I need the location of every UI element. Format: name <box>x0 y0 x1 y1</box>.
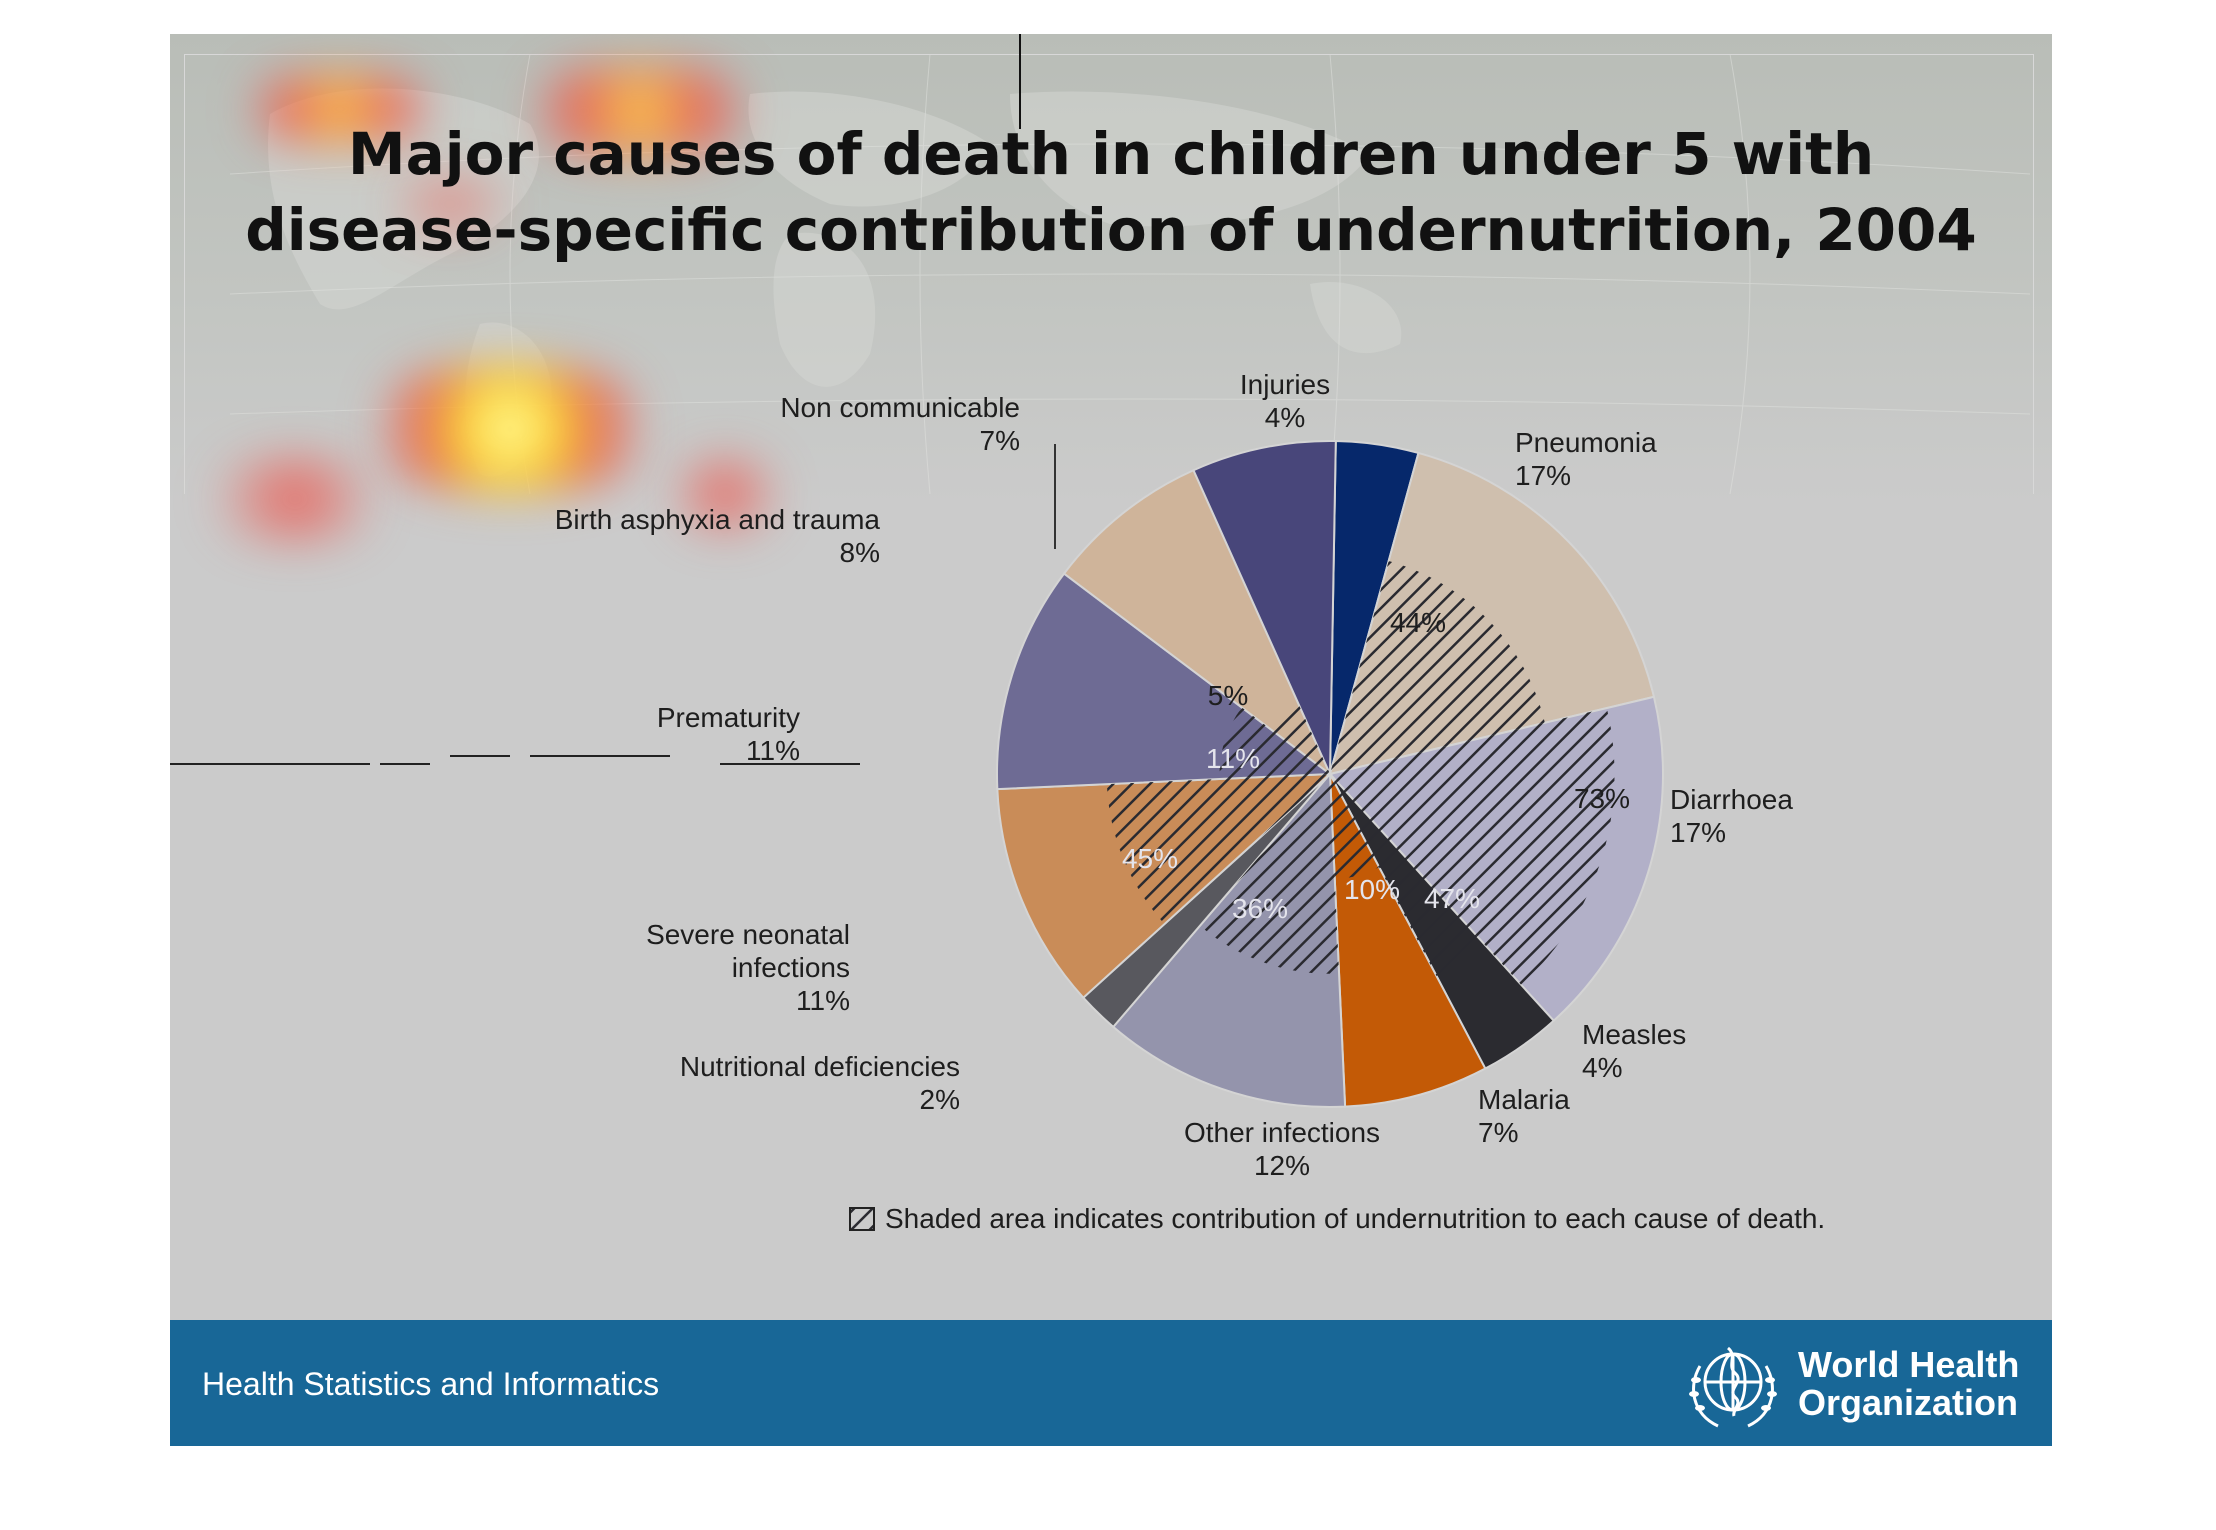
undernutrition-value-malaria: 10% <box>1344 874 1400 905</box>
slice-label-diarrhoea: Diarrhoea 17% <box>1670 784 1793 848</box>
title-line: Major causes of death in children under … <box>347 120 1875 188</box>
pie-labels: Injuries 4% Pneumonia 17% 44% Diarrhoea 17% 73%… <box>555 369 1794 1181</box>
slice-label-prematurity: Prematurity 11% <box>657 702 800 766</box>
legend-text: Shaded area indicates contribution of un… <box>885 1203 1825 1234</box>
heatmap-blob <box>350 364 670 494</box>
heatmap-blob <box>190 454 400 544</box>
footer-program-name: Health Statistics and Informatics <box>202 1366 660 1402</box>
undernutrition-value-other-infections: 36% <box>1232 893 1288 924</box>
slice-label-birth-asphyxia-and-trauma: Birth asphyxia and trauma 8% <box>555 504 881 568</box>
legend: Shaded area indicates contribution of un… <box>849 1203 1825 1234</box>
org-name-line: Organization <box>1798 1382 2019 1423</box>
organization-name: World Health Organization <box>1798 1346 2019 1422</box>
header-frame <box>184 54 2034 494</box>
slice-label-severe-neonatal-infections: Severe neonatal infections 11% <box>646 919 850 1016</box>
heatmap-blob <box>660 454 790 534</box>
heatmap-blob <box>220 74 460 144</box>
undernutrition-shading <box>1106 561 1615 985</box>
org-name-line: World Health <box>1798 1344 2020 1385</box>
legend-hatch-swatch <box>849 1207 875 1231</box>
slice-label-injuries: Injuries 4% <box>1240 369 1330 433</box>
undernutrition-hatch-malaria <box>1330 774 1380 880</box>
pie-slice-non-communicable <box>1192 440 1337 775</box>
slice-label-malaria: Malaria 7% <box>1478 1084 1570 1148</box>
undernutrition-value-diarrhoea: 73% <box>1574 783 1630 814</box>
stray-dashes <box>170 755 860 765</box>
heatmap-blob <box>370 174 530 234</box>
undernutrition-hatch-other-infections <box>1199 774 1340 974</box>
undernutrition-hatch-measles <box>1330 774 1484 976</box>
pie-slice-birth-asphyxia-and-trauma <box>1062 468 1331 775</box>
undernutrition-hatch-pneumonia <box>1330 561 1545 774</box>
undernutrition-hatch-prematurity <box>1219 707 1330 780</box>
undernutrition-value-measles: 47% <box>1424 883 1480 914</box>
slice-label-non-communicable: Non communicable 7% <box>780 392 1020 456</box>
undernutrition-value-birth-asphyxia-and-trauma: 5% <box>1208 680 1248 711</box>
title-line: disease-specific contribution of undernu… <box>245 196 1977 264</box>
slice-label-nutritional-deficiencies: Nutritional deficiencies 2% <box>680 1051 960 1115</box>
slice-label-other-infections: Other infections 12% <box>1184 1117 1380 1181</box>
heatmap-blob <box>500 66 780 156</box>
undernutrition-value-pneumonia: 44% <box>1390 607 1446 638</box>
slide-title: Major causes of death in children under … <box>170 116 2052 268</box>
pie-chart: Injuries 4% Pneumonia 17% 44% Diarrhoea 17% 73%… <box>170 34 1825 1234</box>
footer-bar: Health Statistics and Informatics <box>170 1320 2052 1446</box>
slice-label-pneumonia: Pneumonia 17% <box>1515 427 1657 491</box>
undernutrition-hatch-diarrhoea <box>1330 708 1615 985</box>
slice-label-measles: Measles 4% <box>1582 1019 1686 1083</box>
who-emblem-icon <box>1689 1346 1777 1428</box>
undernutrition-hatch-severe-neonatal-infections <box>1106 774 1330 925</box>
slide: Major causes of death in children under … <box>170 34 2052 1446</box>
undernutrition-hatch-birth-asphyxia-and-trauma <box>1270 706 1330 774</box>
undernutrition-value-severe-neonatal-infections: 45% <box>1122 843 1178 874</box>
undernutrition-value-prematurity: 11% <box>1206 743 1260 774</box>
